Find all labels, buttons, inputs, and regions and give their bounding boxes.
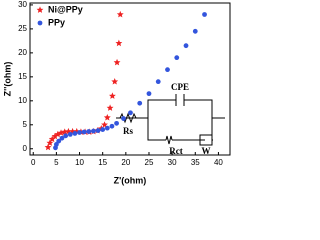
x-tick-label: 5	[54, 158, 59, 167]
warburg-box	[199, 134, 213, 146]
circle-marker	[91, 128, 96, 134]
star-marker	[54, 130, 62, 138]
circuit-label: CPE	[171, 82, 189, 92]
y-tick-label: 0	[23, 144, 28, 153]
star-marker	[116, 10, 124, 18]
star-marker	[111, 78, 119, 85]
star-marker	[115, 39, 123, 47]
x-tick-label: 10	[75, 158, 84, 167]
circle-marker	[104, 125, 110, 131]
circle-marker	[53, 142, 59, 147]
circle-marker	[67, 131, 73, 137]
y-tick-label: 5	[23, 120, 28, 129]
star-marker	[113, 58, 121, 66]
chart: Z'(ohm) Z''(ohm) Rs CPE Rct W 0 5 10 15 20 25…	[2, 0, 231, 185]
y-tick-label: 20	[18, 48, 27, 57]
star-marker	[57, 129, 65, 136]
legend-label: PPy	[48, 17, 65, 27]
star-marker	[51, 132, 59, 140]
resistor	[165, 135, 173, 145]
circle-marker	[121, 116, 126, 121]
circle-marker	[183, 43, 189, 49]
star-marker	[48, 135, 56, 143]
x-tick-label: 0	[31, 158, 36, 167]
circle-marker	[59, 135, 65, 141]
legend-marker	[36, 6, 44, 13]
x-tick-label: 25	[145, 158, 154, 167]
circle-marker	[56, 138, 62, 144]
y-tick-label: 10	[18, 96, 27, 105]
y-tick-label: 30	[18, 0, 27, 9]
circle-marker	[128, 110, 133, 116]
circle-marker	[192, 28, 198, 34]
circle-marker	[146, 91, 152, 97]
circuit-label: W	[202, 146, 211, 156]
star-marker	[103, 114, 111, 121]
circuit-label: Rs	[123, 126, 133, 136]
circle-marker	[137, 100, 143, 106]
star-marker	[44, 143, 52, 151]
circle-marker	[100, 127, 106, 132]
star-marker	[108, 92, 116, 99]
circle-marker	[155, 79, 161, 85]
legend-label: Ni@PPy	[48, 4, 83, 14]
x-tick-label: 30	[168, 158, 177, 167]
y-tick-label: 25	[18, 24, 27, 33]
x-tick-label: 20	[121, 158, 130, 167]
circle-marker	[77, 130, 82, 135]
circle-marker	[63, 133, 69, 139]
circuit-inset: Rs CPE Rct W	[116, 82, 225, 156]
circle-marker	[95, 128, 101, 133]
circle-marker	[114, 120, 119, 126]
x-tick-label: 40	[214, 158, 223, 167]
circle-marker	[72, 131, 78, 136]
x-axis-label: Z'(ohm)	[114, 175, 147, 185]
circuit-label: Rct	[169, 146, 183, 156]
circle-marker	[174, 55, 180, 61]
y-axis-label: Z''(ohm)	[2, 62, 12, 97]
y-tick-label: 15	[18, 72, 27, 81]
circle-marker	[165, 67, 170, 73]
circle-marker	[86, 129, 92, 134]
circle-marker	[81, 129, 87, 135]
star-marker	[61, 128, 69, 135]
circle-marker	[109, 123, 115, 129]
star-marker	[106, 104, 114, 111]
x-tick-label: 15	[98, 158, 107, 167]
star-marker	[46, 139, 54, 146]
circle-marker	[202, 12, 207, 17]
plot-frame	[29, 2, 231, 156]
legend-marker	[37, 20, 43, 26]
x-tick-label: 35	[191, 158, 200, 167]
resistor	[119, 112, 137, 124]
